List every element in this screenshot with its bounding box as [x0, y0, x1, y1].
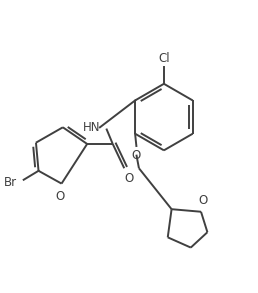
Text: O: O — [132, 149, 141, 162]
Text: O: O — [56, 190, 65, 203]
Text: O: O — [125, 172, 134, 185]
Text: Br: Br — [4, 176, 17, 189]
Text: HN: HN — [83, 121, 100, 134]
Text: Cl: Cl — [158, 52, 170, 65]
Text: O: O — [198, 194, 208, 207]
